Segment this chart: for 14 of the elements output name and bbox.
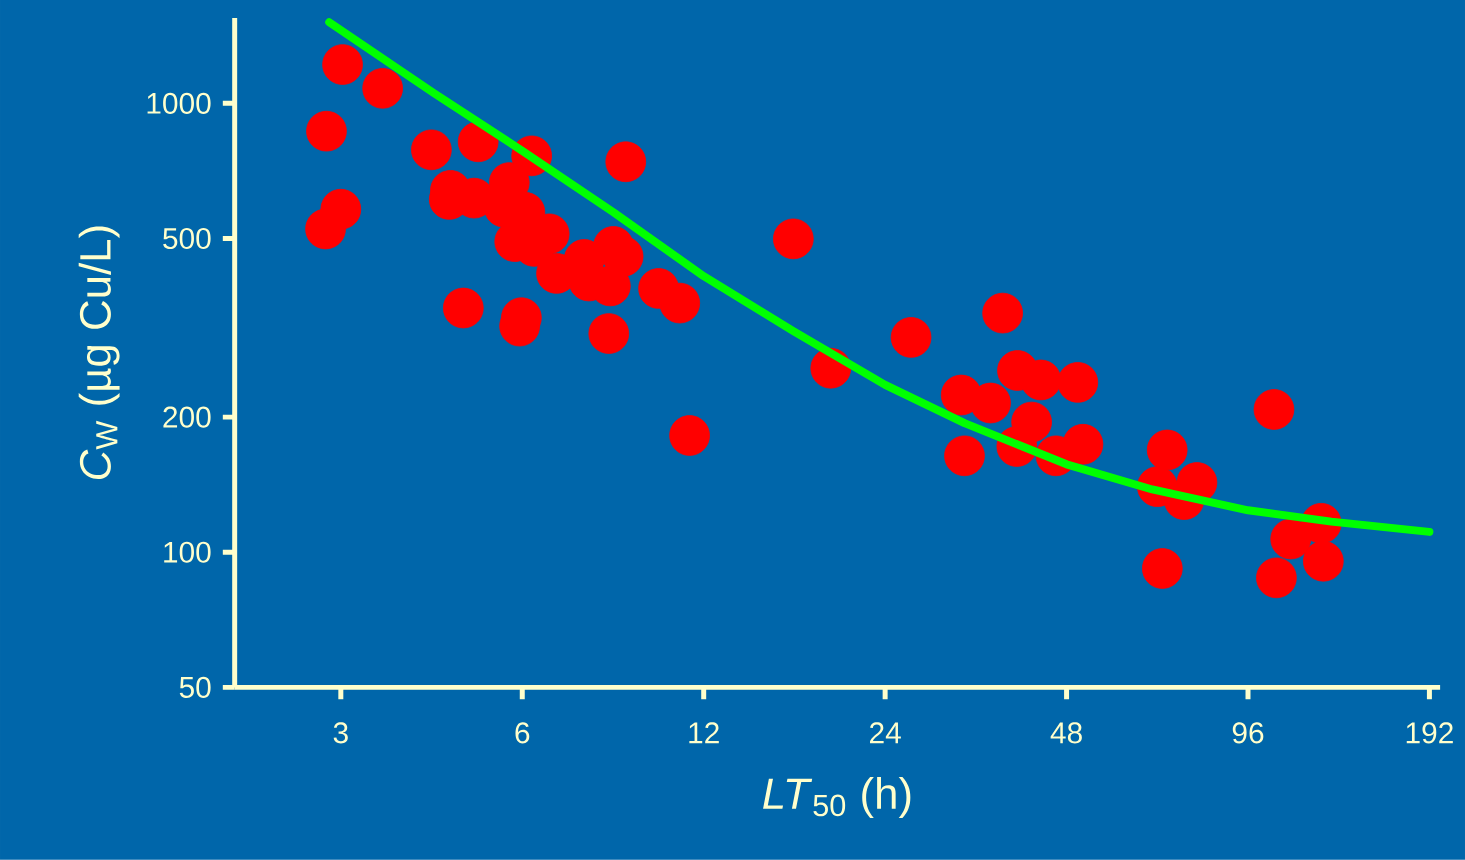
- x-tick-label: 12: [689, 722, 719, 744]
- x-axis-title: LT$_{50}$ (h): [763, 777, 911, 819]
- x-tick-label: 3: [333, 722, 348, 744]
- y-axis-title: C$_{W}$ (µg Cu/L): [78, 226, 120, 480]
- y-tick-label: 100: [164, 541, 211, 563]
- x-tick-label: 96: [1232, 722, 1264, 744]
- y-tick-label: 200: [163, 406, 211, 428]
- y-tick-label: 50: [179, 676, 211, 699]
- y-tick-label: 500: [163, 228, 211, 250]
- x-tick-label: 192: [1406, 722, 1453, 744]
- x-tick-label: 48: [1050, 722, 1082, 744]
- x-tick-label: 6: [515, 722, 530, 744]
- x-tick-label: 24: [870, 722, 901, 744]
- y-tick-label: 1000: [147, 92, 211, 115]
